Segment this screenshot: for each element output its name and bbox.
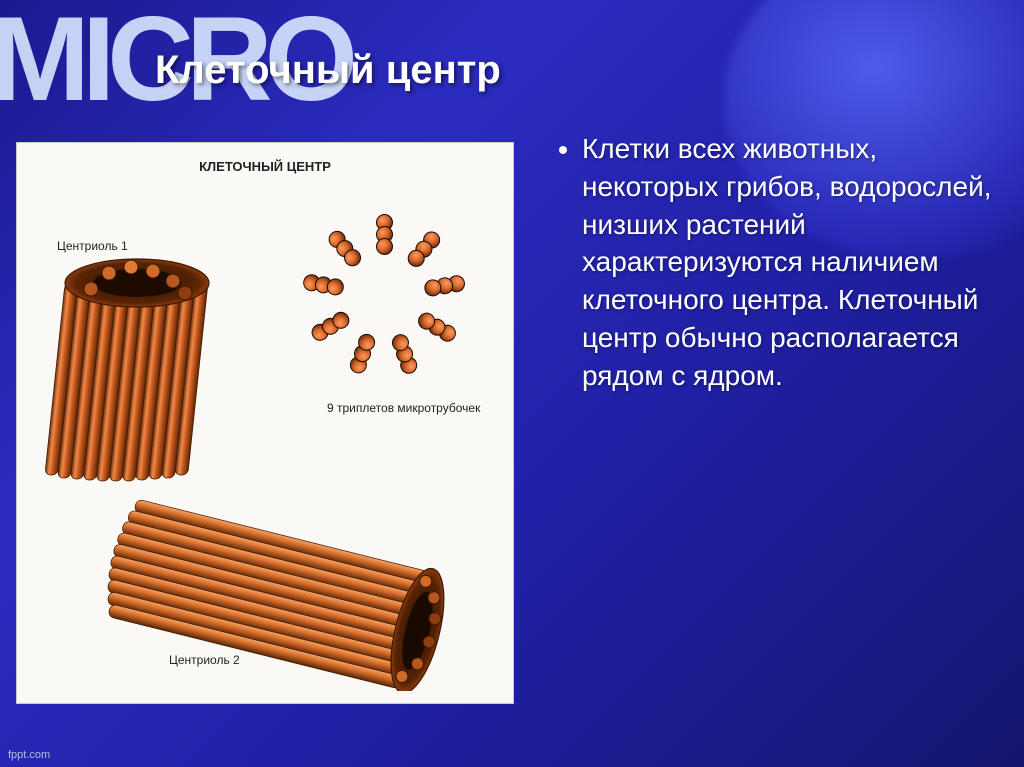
centriole-1-svg xyxy=(39,243,239,503)
centriole-2-svg xyxy=(97,481,497,691)
footer-mark: fppt.com xyxy=(8,749,50,761)
label-triplets: 9 триплетов микротрубочек xyxy=(327,401,480,415)
bullet-text: Клетки всех животных, некоторых грибов, … xyxy=(582,130,996,395)
figure-panel: КЛЕТОЧНЫЙ ЦЕНТР Центриоль 1 9 триплетов … xyxy=(16,142,514,704)
bullet-block: Клетки всех животных, некоторых грибов, … xyxy=(556,130,996,395)
figure-title: КЛЕТОЧНЫЙ ЦЕНТР xyxy=(199,159,331,174)
triplet-ring xyxy=(289,201,479,391)
page-title: Клеточный центр xyxy=(155,48,501,93)
